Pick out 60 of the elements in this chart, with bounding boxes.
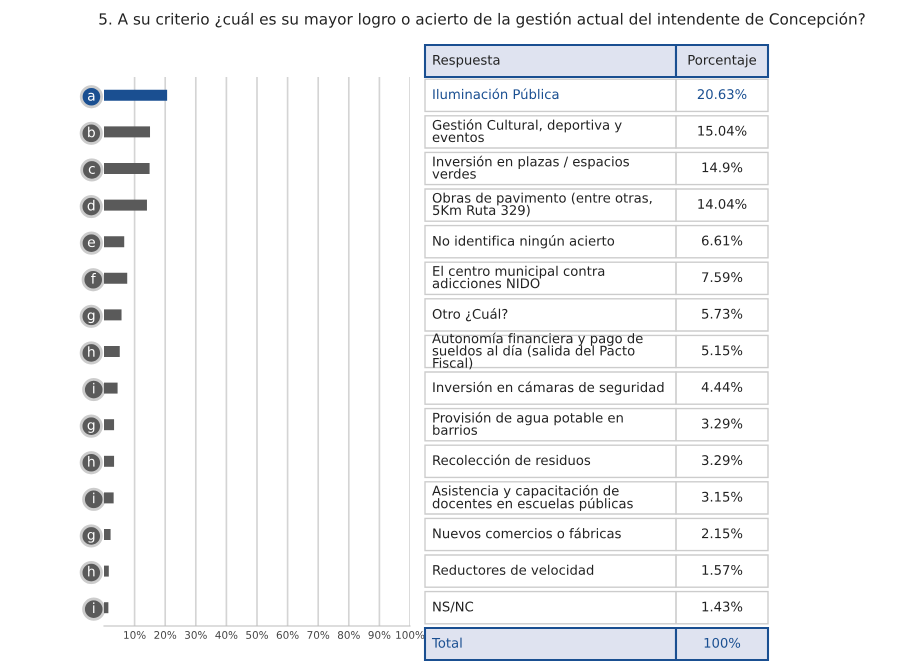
data-label: 3.29% [702, 455, 742, 466]
y-tick-label: g [88, 422, 94, 433]
x-tick-label: 50% [246, 631, 268, 639]
data-label: 14.9% [702, 162, 742, 172]
x-tick-label: 80% [338, 631, 360, 639]
y2-tick-label: Provisión de agua potable en barrios [433, 412, 623, 435]
x-tick-label: 30% [185, 631, 207, 639]
data-label: 4.44% [702, 382, 742, 392]
y2-tick-label: Nuevos comercios o fábricas [433, 528, 621, 538]
y2-tick-label: El centro municipal contra adicciones NIDO [432, 266, 604, 288]
y-tick-label: i [93, 492, 94, 504]
y-tick-label: c [88, 166, 95, 174]
data-label: 14.04% [698, 198, 746, 209]
y-tick-label: i [93, 382, 94, 394]
y2-tick-label: Otro ¿Cuál? [432, 308, 508, 322]
y-tick-label: h [88, 456, 94, 467]
y-tick-label: d [88, 200, 94, 211]
y-tick-label: i [93, 602, 94, 613]
y-tick-label: g [88, 532, 94, 543]
y2-tick-label: Asistencia y capacitación de docentes en escuelas públicas [432, 484, 633, 511]
x-tick-label: 10% [124, 631, 146, 639]
text: Respuesta [433, 55, 500, 68]
y-tick-label: h [88, 346, 94, 357]
data-label: 1.57% [702, 564, 742, 575]
data-label: 2.15% [702, 528, 742, 538]
y2-tick-label: No identifica ningún acierto [433, 235, 614, 248]
y-tick-label: f [91, 273, 96, 284]
data-label: 7.59% [702, 272, 742, 282]
data-label: 1.43% [702, 602, 742, 612]
data-label: 3.15% [702, 492, 742, 502]
data-label: 3.29% [702, 418, 742, 429]
text: 5. A su criterio ¿cuál es su mayor logro o acierto de la gestión actual del intendente de Concepción? [99, 12, 865, 28]
x-tick-label: 40% [215, 631, 238, 639]
data-label: 5.15% [702, 345, 742, 356]
x-tick-label: 100% [396, 631, 424, 639]
x-tick-label: 20% [154, 631, 176, 639]
data-label: 5.73% [702, 308, 742, 319]
y2-tick-label: Obras de pavimento (entre otras, 5Km Ruta 329) [432, 192, 652, 217]
x-tick-label: 90% [368, 631, 390, 639]
y2-tick-label: Recolección de residuos [433, 454, 590, 466]
y2-tick-label: Inversión en plazas / espacios verdes [432, 156, 629, 179]
x-tick-label: 60% [276, 631, 299, 639]
x-tick-label: 70% [307, 631, 330, 639]
y2-tick-label: Gestión Cultural, deportiva y eventos [432, 119, 622, 142]
data-label: 6.61% [702, 236, 742, 246]
y-tick-label: a [88, 92, 94, 101]
y-tick-label: e [88, 239, 95, 248]
y2-tick-label: Reductores de velocidad [433, 564, 594, 575]
text: Porcentaje [688, 54, 756, 68]
y-tick-label: h [88, 566, 94, 576]
text: Total [432, 638, 462, 648]
data-label: 20.63% [698, 89, 746, 100]
y2-tick-label: Iluminación Pública [433, 88, 558, 100]
y2-tick-label: NS/NC [433, 602, 474, 613]
data-label: 15.04% [698, 126, 746, 136]
y2-tick-label: Inversión en cámaras de seguridad [433, 381, 664, 395]
y-tick-label: b [88, 126, 95, 138]
y-tick-label: g [88, 312, 94, 324]
y2-tick-label: Autonomía financiera y pago de sueldos al día (salida del Pacto Fiscal) [432, 332, 643, 370]
text: 100% [704, 638, 740, 648]
